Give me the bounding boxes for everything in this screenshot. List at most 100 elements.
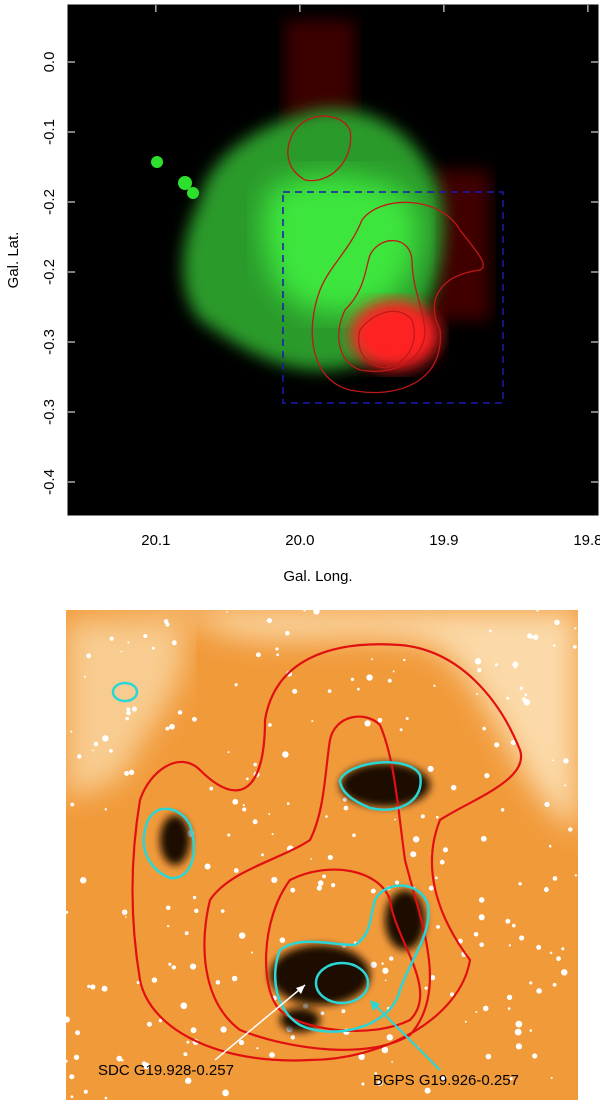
star xyxy=(290,1035,296,1040)
x-tick-label: 20.0 xyxy=(285,532,314,549)
star xyxy=(364,720,371,727)
star xyxy=(310,858,312,860)
y-tick-label: 0.0 xyxy=(41,52,58,73)
star xyxy=(410,851,417,858)
star xyxy=(232,798,239,805)
star xyxy=(436,924,440,929)
star xyxy=(124,916,127,918)
star xyxy=(320,1011,325,1016)
star xyxy=(168,962,172,966)
star xyxy=(519,686,523,690)
star xyxy=(186,1040,190,1044)
xray-image xyxy=(68,5,598,515)
annotation: SDC G19.928-0.257 xyxy=(98,1062,234,1079)
star xyxy=(143,633,148,639)
star xyxy=(183,1052,188,1057)
star xyxy=(268,813,271,816)
star xyxy=(276,653,280,657)
star xyxy=(102,735,109,742)
star xyxy=(238,1039,245,1046)
star xyxy=(387,678,392,683)
star xyxy=(269,1052,275,1058)
star xyxy=(464,1020,467,1023)
star xyxy=(515,1043,522,1050)
star xyxy=(70,1095,74,1099)
star xyxy=(126,707,131,712)
star xyxy=(442,847,449,853)
star xyxy=(564,784,567,787)
star xyxy=(231,975,238,982)
star xyxy=(317,880,324,886)
star xyxy=(327,854,333,861)
star xyxy=(485,1053,492,1060)
star xyxy=(536,610,539,612)
star xyxy=(341,1009,346,1014)
star xyxy=(484,773,490,779)
star xyxy=(381,1046,389,1054)
star xyxy=(169,723,175,730)
star xyxy=(86,653,92,659)
star xyxy=(434,876,438,880)
star xyxy=(420,814,425,819)
star xyxy=(506,994,513,1001)
star xyxy=(104,808,107,811)
star xyxy=(399,728,403,732)
star xyxy=(548,844,552,848)
star xyxy=(343,805,349,811)
star xyxy=(311,720,314,723)
star xyxy=(561,969,568,976)
star xyxy=(488,629,492,633)
y-tick-label: -0.4 xyxy=(41,469,58,495)
star xyxy=(527,633,533,639)
star xyxy=(226,611,228,613)
star xyxy=(167,925,170,928)
star xyxy=(544,801,550,808)
star xyxy=(109,749,113,753)
arrows xyxy=(214,984,441,1071)
star xyxy=(474,658,482,665)
star xyxy=(553,644,556,647)
star xyxy=(494,742,500,748)
star xyxy=(529,981,533,985)
star xyxy=(371,658,373,661)
star xyxy=(136,980,140,985)
star xyxy=(238,932,246,939)
star xyxy=(227,833,231,837)
star xyxy=(282,751,289,758)
star xyxy=(512,661,519,668)
star xyxy=(131,706,137,712)
star xyxy=(552,982,557,987)
star xyxy=(128,769,135,775)
star xyxy=(250,951,254,954)
ir-image xyxy=(66,610,578,1100)
star xyxy=(66,910,69,914)
star xyxy=(215,980,221,985)
star xyxy=(303,610,306,612)
star xyxy=(184,931,189,936)
star xyxy=(536,988,542,994)
star xyxy=(192,716,197,722)
star xyxy=(430,975,436,981)
star xyxy=(83,675,86,678)
star xyxy=(366,674,373,681)
star xyxy=(377,1080,383,1086)
star xyxy=(518,882,522,886)
star xyxy=(165,905,171,911)
star xyxy=(104,1096,108,1100)
star xyxy=(556,956,561,962)
star xyxy=(266,617,273,624)
star xyxy=(261,853,264,857)
star xyxy=(477,668,482,673)
star xyxy=(70,730,73,733)
star xyxy=(374,1072,378,1075)
star xyxy=(424,986,428,990)
star xyxy=(279,937,286,943)
star xyxy=(350,677,355,682)
star xyxy=(116,1055,123,1062)
y-tick-label: -0.3 xyxy=(41,399,58,425)
star xyxy=(90,984,96,990)
star xyxy=(120,650,123,653)
star xyxy=(506,696,510,700)
y-tick-label: -0.2 xyxy=(41,259,58,285)
